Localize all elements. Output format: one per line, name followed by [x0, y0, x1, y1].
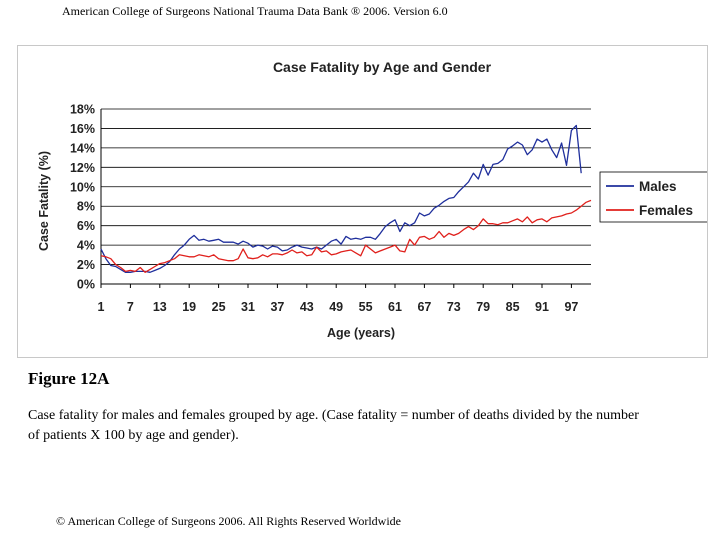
- x-tick-label: 19: [182, 300, 196, 314]
- x-tick-label: 91: [535, 300, 549, 314]
- x-tick-label: 1: [98, 300, 105, 314]
- x-tick-label: 85: [506, 300, 520, 314]
- y-tick-label: 10%: [70, 180, 95, 194]
- y-tick-label: 16%: [70, 122, 95, 136]
- y-tick-label: 6%: [77, 219, 95, 233]
- y-tick-label: 12%: [70, 161, 95, 175]
- figure-caption: Case fatality for males and females grou…: [28, 408, 639, 443]
- copyright-footer: © American College of Surgeons 2006. All…: [56, 514, 401, 528]
- figure-title: Figure 12A: [28, 369, 110, 388]
- x-tick-label: 49: [329, 300, 343, 314]
- x-tick-label: 79: [476, 300, 490, 314]
- y-tick-label: 8%: [77, 200, 95, 214]
- x-tick-label: 7: [127, 300, 134, 314]
- y-tick-label: 4%: [77, 239, 95, 253]
- y-tick-label: 2%: [77, 258, 95, 272]
- x-tick-label: 31: [241, 300, 255, 314]
- x-tick-label: 67: [417, 300, 431, 314]
- y-tick-label: 18%: [70, 103, 95, 117]
- x-tick-label: 97: [564, 300, 578, 314]
- series-line-males: [100, 124, 582, 273]
- x-tick-label: 25: [212, 300, 226, 314]
- x-tick-label: 37: [270, 300, 284, 314]
- x-axis-label: Age (years): [327, 326, 395, 340]
- legend-box: [599, 171, 707, 223]
- y-tick-label: 14%: [70, 141, 95, 155]
- case-fatality-chart: Case Fatality by Age and Gender Case Fat…: [37, 59, 707, 340]
- y-tick-label: 0%: [77, 278, 95, 292]
- x-tick-label: 13: [153, 300, 167, 314]
- series-line-females: [100, 199, 592, 273]
- legend-label-females: Females: [639, 203, 693, 218]
- y-axis-label: Case Fatality (%): [37, 151, 51, 251]
- x-tick-label: 55: [359, 300, 373, 314]
- legend-label-males: Males: [639, 179, 677, 194]
- x-tick-label: 73: [447, 300, 461, 314]
- header-text: American College of Surgeons National Tr…: [62, 4, 448, 18]
- chart-title: Case Fatality by Age and Gender: [273, 59, 492, 75]
- chart-frame: Case Fatality by Age and Gender Case Fat…: [17, 45, 708, 358]
- x-tick-label: 43: [300, 300, 314, 314]
- x-tick-label: 61: [388, 300, 402, 314]
